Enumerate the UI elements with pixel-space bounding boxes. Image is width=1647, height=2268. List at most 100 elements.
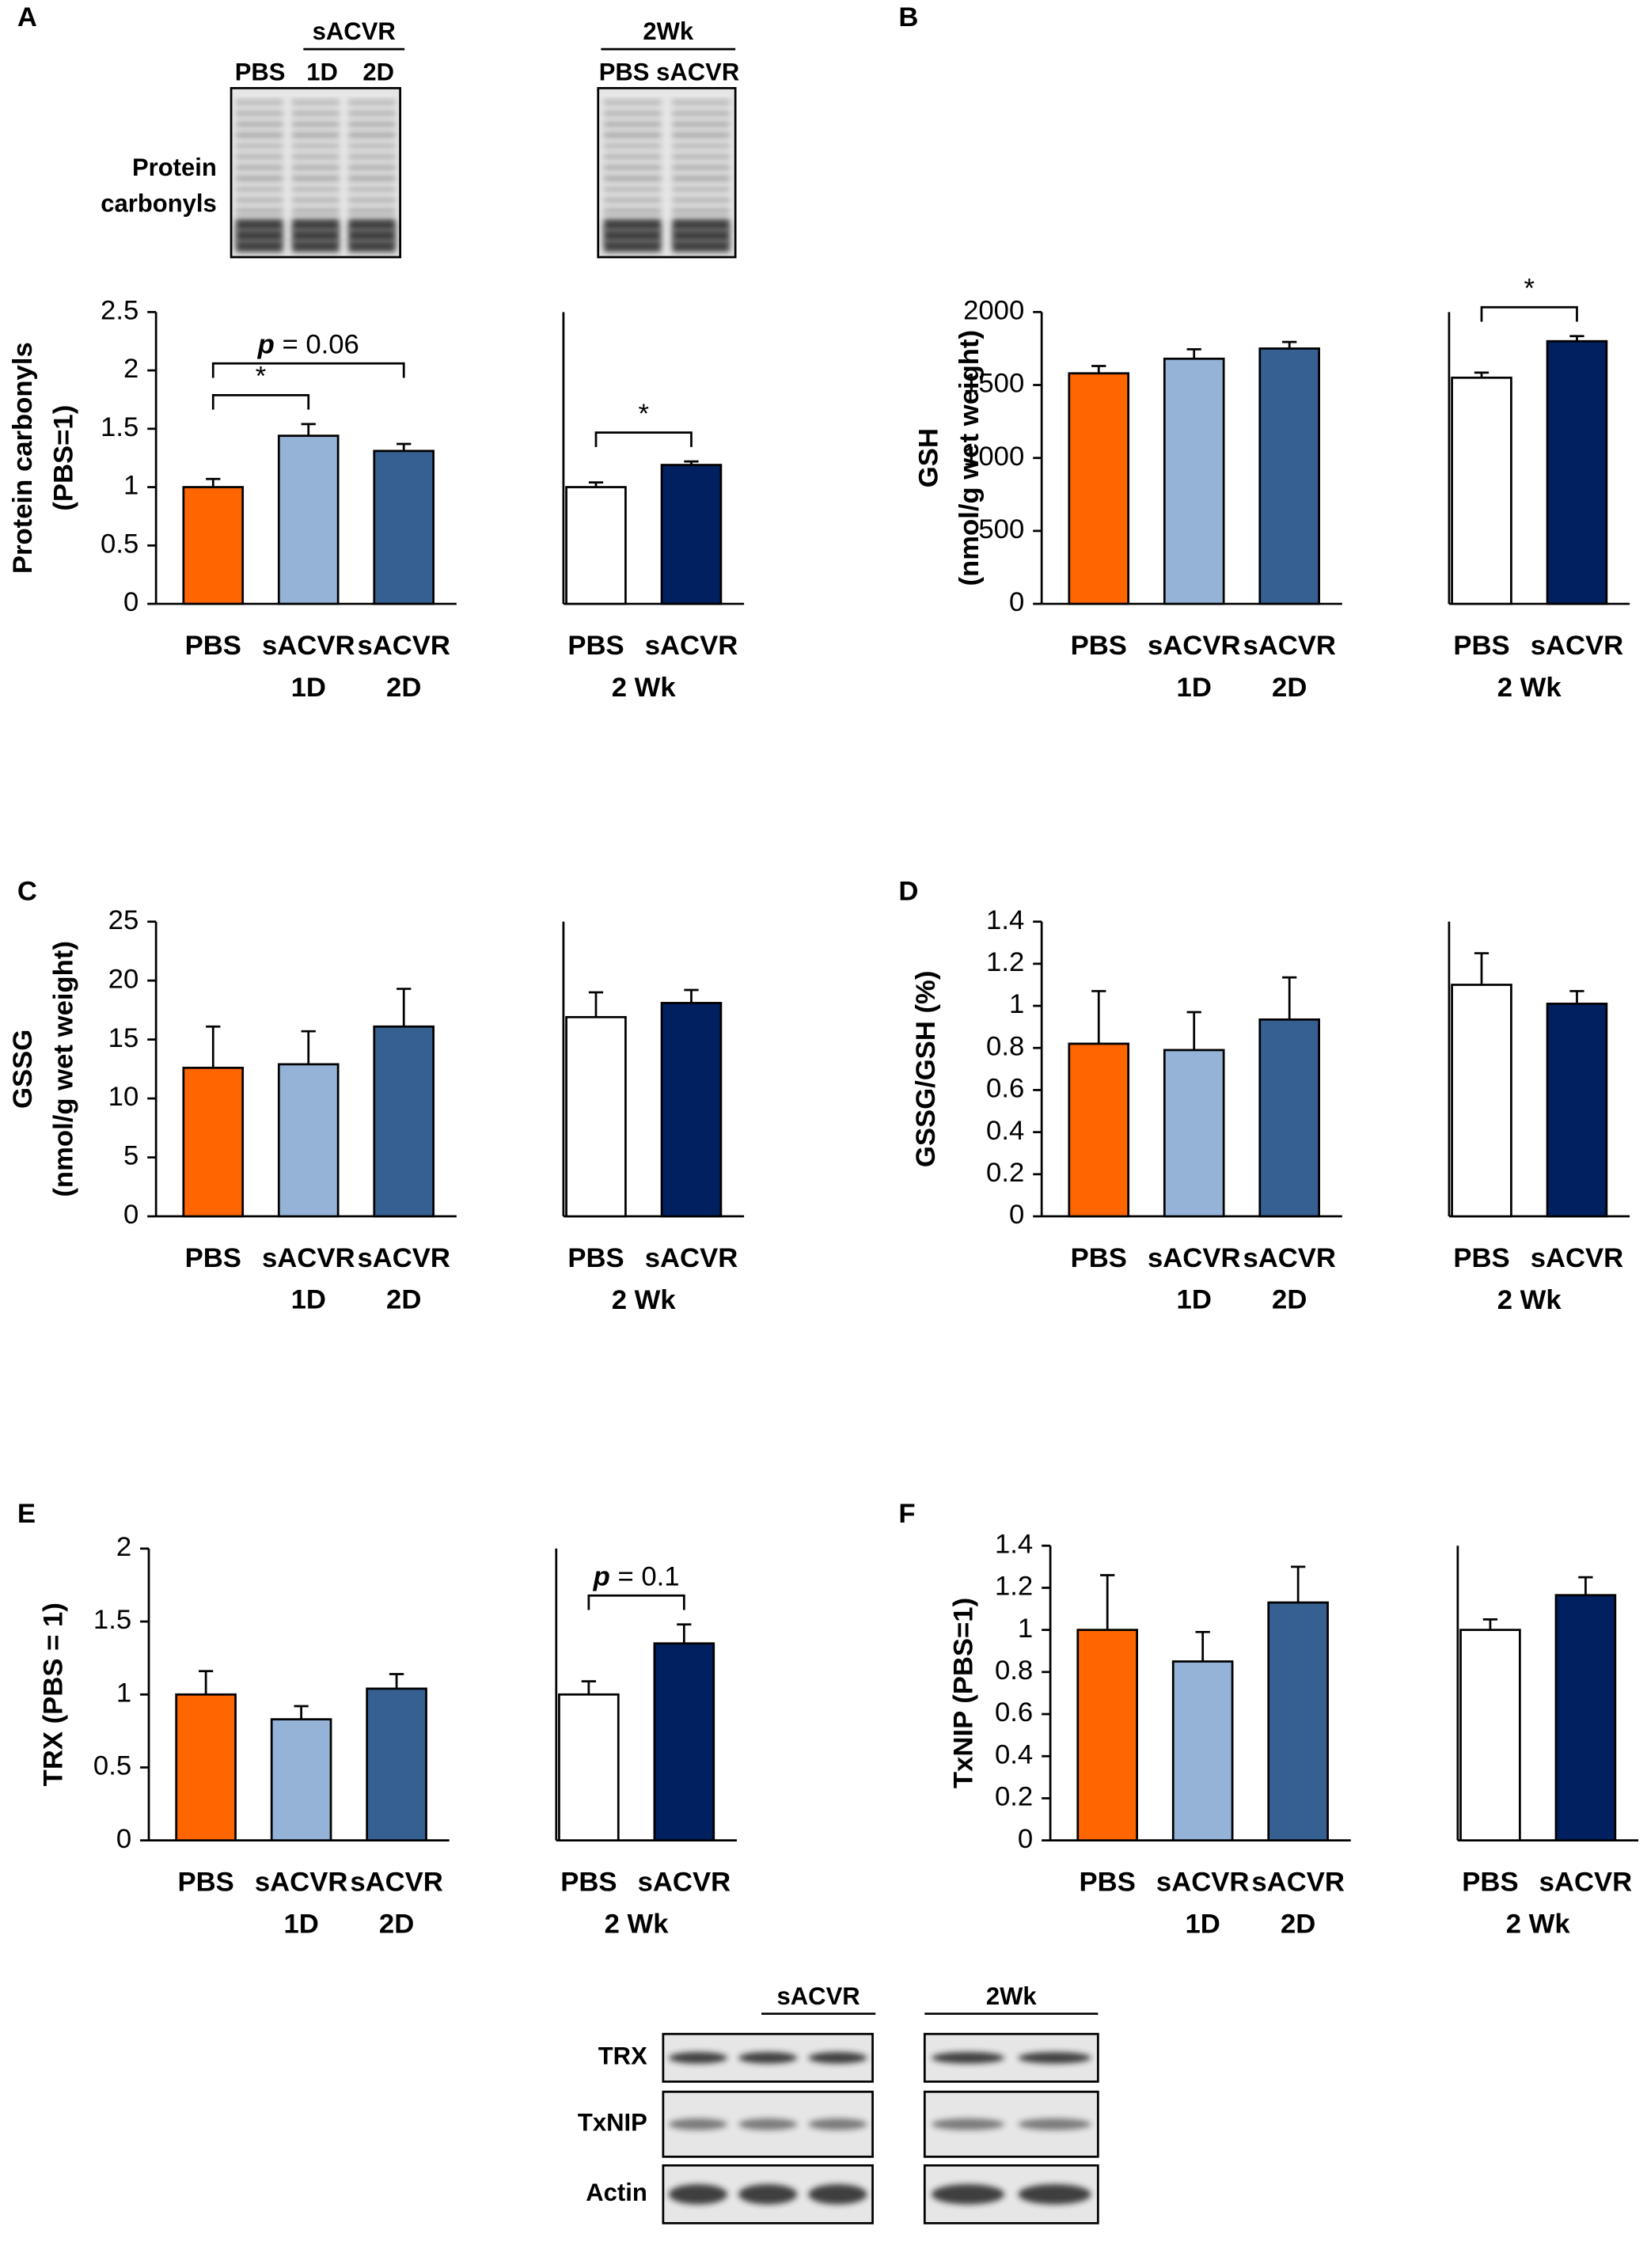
x-tick-label: PBS [1453, 631, 1509, 661]
blot-band [672, 110, 731, 116]
blot-band [235, 142, 283, 150]
y-tick-label: 1000 [963, 442, 1024, 472]
blot-row-label: Protein [132, 154, 217, 181]
y-tick-label: 0.2 [986, 1158, 1024, 1188]
y-tick-label: 1.5 [101, 412, 139, 442]
x-tick-label: sACVR [1531, 631, 1624, 661]
blot-band [672, 99, 731, 106]
x-tick-label: sACVR 1D [262, 1243, 355, 1315]
y-axis-label: GSSG/GSH (%) [911, 971, 941, 1168]
blot-band [603, 121, 662, 127]
blot-band [235, 186, 283, 192]
x-tick-label: sACVR 2D [1251, 1868, 1345, 1940]
x-tick-label: PBS [567, 1243, 624, 1273]
x-tick-label-line: sACVR [645, 631, 738, 661]
y-tick-label: 1 [116, 1678, 131, 1708]
panel-label: D [898, 876, 918, 906]
x-tick-label-line: sACVR [1148, 631, 1241, 661]
blot-band [672, 132, 731, 138]
bar [1451, 984, 1512, 1218]
x-tick-label-line: PBS [185, 631, 241, 661]
bar [1554, 1594, 1617, 1842]
significance-label: * [1524, 273, 1535, 303]
bar [1163, 357, 1225, 605]
significance-bracket [211, 394, 310, 410]
p-rest: = 0.06 [275, 330, 359, 360]
blot-band [348, 218, 396, 231]
blot-band [291, 207, 340, 214]
group-label: 2 Wk [605, 1909, 670, 1939]
bar [366, 1687, 427, 1842]
blot-band [808, 2118, 867, 2130]
y-tick-label: 5 [123, 1141, 139, 1171]
blot-band [603, 186, 662, 192]
y-tick-label: 1 [123, 471, 139, 501]
blot-band [672, 197, 731, 203]
x-tick-label: sACVR 1D [1156, 1868, 1250, 1940]
blot-group-label: 2Wk [986, 1982, 1038, 2010]
chart: A 0 0.5 1 1.5 2 2.5 Protein carbonyls (PBS=1) PBS… [8, 2, 457, 703]
x-tick-label-line: sACVR [638, 1868, 731, 1898]
y-tick-label: 0 [1009, 587, 1024, 617]
blot-band [738, 2052, 798, 2064]
blot-band [668, 2184, 728, 2205]
x-tick-label: PBS [185, 631, 241, 661]
bar [1451, 376, 1512, 605]
bar [565, 486, 627, 605]
significance-label: * [638, 399, 649, 429]
bar [277, 1063, 340, 1218]
x-tick-label-line: 1D [1177, 1285, 1212, 1315]
x-tick-label-line: sACVR [1156, 1868, 1250, 1898]
x-tick-label-line: sACVR [255, 1868, 348, 1898]
x-tick-label: PBS [185, 1243, 241, 1273]
x-tick-label-line: sACVR [1539, 1868, 1633, 1898]
p-italic: p [257, 330, 275, 360]
x-tick-label: sACVR [638, 1868, 731, 1898]
x-tick-label-line: sACVR [262, 1243, 355, 1273]
y-tick-label: 1 [1018, 1614, 1033, 1644]
blot: sACVR PBS 1D 2D Protein carbonyls [101, 17, 405, 259]
bar [373, 449, 435, 605]
chart: C 0 5 10 15 20 25 GSSG (nmol/g wet weight) PBS sAC… [8, 876, 457, 1315]
bar [1258, 1018, 1320, 1218]
blot-band [348, 197, 396, 203]
bar [660, 464, 723, 605]
blot-band [603, 110, 662, 116]
blot-band [291, 110, 340, 116]
y-axis-label: GSSG [8, 1030, 38, 1109]
blot-band [668, 2118, 728, 2130]
blot-row-label: Actin [586, 2179, 647, 2206]
blot-band [672, 175, 731, 182]
blot-row-label: carbonyls [101, 189, 217, 217]
x-tick-label: sACVR [645, 1243, 738, 1273]
chart: PBS sACVR 2 Wk [1456, 1546, 1639, 1939]
y-tick-label: 0.5 [93, 1751, 131, 1781]
x-tick-label-line: sACVR [350, 1868, 443, 1898]
x-tick-label-line: 1D [291, 1285, 326, 1315]
blot-group-label: sACVR [777, 1982, 860, 2010]
blot-band [235, 99, 283, 106]
x-tick-label-line: sACVR [1251, 1868, 1345, 1898]
bar [1258, 347, 1320, 605]
blot-band [603, 207, 662, 214]
bar [565, 1015, 627, 1218]
x-tick-label-line: PBS [1071, 631, 1127, 661]
chart: E 0 0.5 1 1.5 2 TRX (PBS = 1) PBS sACVR 1D sACVR 2D [17, 1499, 450, 1939]
group-label: 2 Wk [1506, 1909, 1571, 1939]
y-tick-label: 10 [108, 1082, 139, 1112]
y-tick-label: 20 [108, 964, 139, 994]
x-tick-label-line: PBS [1080, 1868, 1136, 1898]
bar [373, 1025, 435, 1218]
y-tick-label: 1.2 [995, 1572, 1033, 1602]
significance-label: * [256, 362, 267, 392]
blot-band [291, 229, 340, 241]
blot-band [235, 175, 283, 182]
blot-band [348, 142, 396, 150]
x-tick-label-line: sACVR [1531, 1243, 1624, 1273]
blot-band [672, 121, 731, 127]
p-rest: = 0.1 [610, 1562, 680, 1592]
group-label: 2 Wk [1497, 673, 1562, 703]
bar [1171, 1660, 1234, 1842]
